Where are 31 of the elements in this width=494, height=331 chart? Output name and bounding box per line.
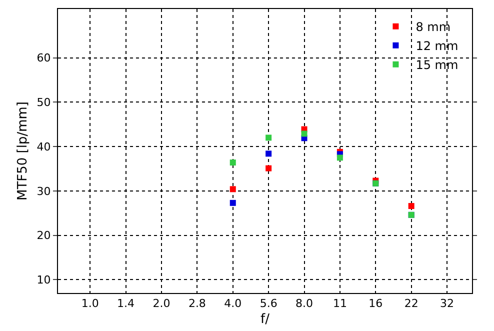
x-tick-label: 2.8	[188, 297, 206, 310]
point	[408, 203, 414, 210]
y-axis-title: MTF50 [lp/mm]	[16, 101, 31, 201]
y-tick-label: 60	[36, 52, 51, 65]
x-tick-label: 11	[332, 297, 347, 310]
y-tick-label: 30	[36, 184, 51, 198]
x-tick-label: 22	[404, 297, 418, 310]
x-tick-label: 8.0	[296, 297, 314, 310]
y-tick-label: 10	[36, 274, 51, 287]
x-tick-label: 1.4	[117, 297, 135, 310]
point	[336, 154, 343, 161]
y-tick-label: 50	[36, 96, 51, 110]
point	[266, 165, 272, 172]
legend-label: 8 mm	[416, 20, 451, 34]
x-axis-title: f/	[260, 312, 270, 327]
x-tick-label: 5.6	[260, 297, 278, 310]
y-tick-label: 40	[36, 140, 51, 154]
legend-label: 15 mm	[416, 58, 458, 72]
point	[230, 200, 236, 206]
x-tick-label: 2.0	[152, 297, 170, 310]
legend-label: 12 mm	[416, 39, 458, 54]
x-tick-label: 1.0	[81, 297, 99, 310]
point	[230, 186, 236, 192]
point	[266, 150, 272, 157]
x-tick-label: 32	[440, 297, 454, 310]
x-tick-label: 4.0	[224, 297, 242, 310]
y-tick-label: 20	[36, 229, 51, 242]
point	[301, 130, 308, 137]
point	[266, 134, 272, 141]
point	[230, 160, 236, 166]
x-tick-label: 16	[368, 297, 383, 310]
